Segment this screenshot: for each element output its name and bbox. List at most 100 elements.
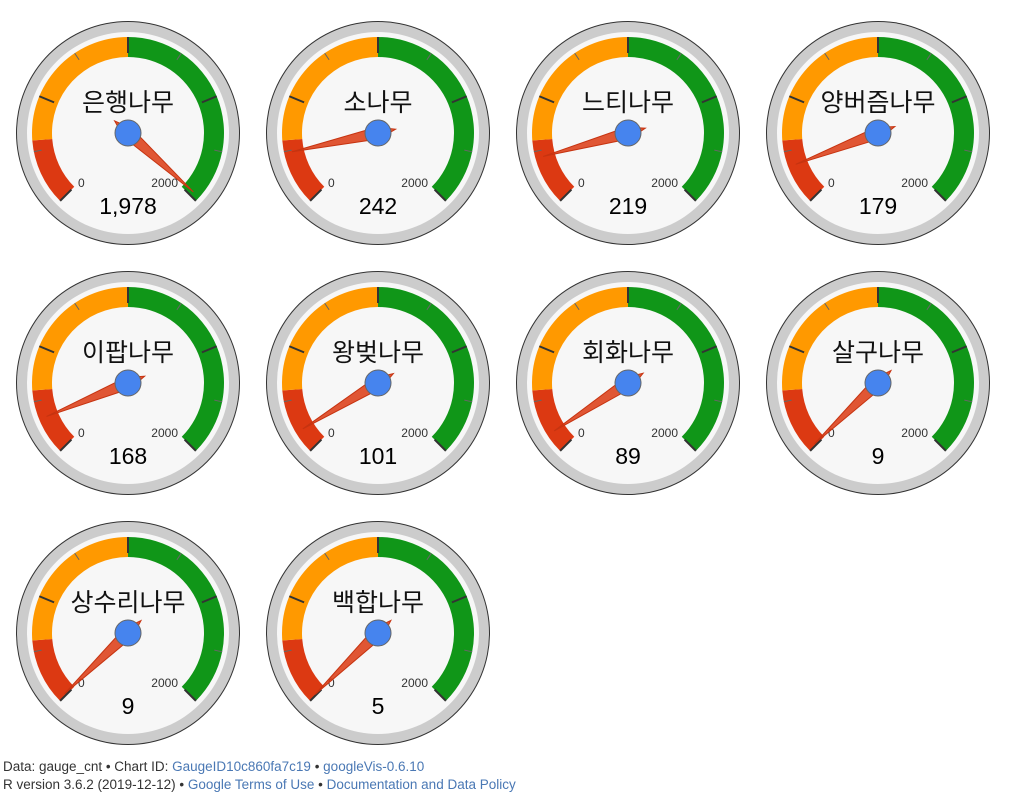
gauge-hub	[114, 369, 142, 397]
gauge-major-tick	[538, 345, 555, 354]
gauge-minor-tick	[964, 149, 973, 153]
gauge-svg: 은행나무 0 2000 1,978 소나무 0 2000 242 느티나무 0 2000 219 양버즘…	[16, 21, 990, 745]
gauge-max-label: 2000	[151, 426, 178, 440]
gauge-major-tick	[288, 345, 305, 354]
gauge-band-yellow	[32, 287, 128, 391]
gauge-min-label: 0	[78, 426, 85, 440]
gauge: 소나무 0 2000 242	[266, 21, 490, 245]
gauge-major-tick	[701, 345, 718, 354]
gauge-major-tick	[433, 688, 447, 702]
gauge-hub	[864, 369, 892, 397]
gauge-band-green	[378, 37, 475, 201]
gauge-value: 219	[609, 193, 647, 219]
gauge-min-label: 0	[328, 176, 335, 190]
gauge-minor-tick	[574, 302, 580, 311]
gauge-max-label: 2000	[401, 676, 428, 690]
gauge-minor-tick	[824, 302, 830, 311]
gauge-minor-tick	[574, 52, 580, 61]
gauge-max-label: 2000	[401, 426, 428, 440]
gauge-hub	[114, 619, 142, 647]
gauge-major-tick	[59, 438, 73, 452]
gauge-minor-tick	[33, 149, 42, 153]
gauge-minor-tick	[74, 552, 80, 561]
gauge-minor-tick	[214, 649, 223, 653]
gauge-band-red	[32, 138, 75, 201]
gauge-major-tick	[309, 188, 323, 202]
gauge-label: 양버즘나무	[820, 89, 935, 117]
gauge-label: 백합나무	[332, 589, 424, 617]
gauge-hub	[114, 119, 142, 147]
gauge-max-label: 2000	[151, 176, 178, 190]
gauge-band-red	[32, 638, 75, 701]
gauge-value: 242	[359, 193, 397, 219]
gauge-minor-tick	[464, 399, 473, 403]
gauge-major-tick	[309, 688, 323, 702]
chart-id-link[interactable]: GaugeID10c860fa7c19	[172, 759, 311, 774]
gauge-grid: 은행나무 0 2000 1,978 소나무 0 2000 242 느티나무 0 2000 219 양버즘…	[16, 21, 990, 745]
gauge-band-green	[628, 37, 725, 201]
gauge-max-label: 2000	[651, 426, 678, 440]
gauge-minor-tick	[676, 302, 682, 311]
gauge-band-yellow	[32, 537, 129, 641]
gauge-value: 9	[122, 693, 135, 719]
gauge-value: 9	[872, 443, 885, 469]
gauge-major-tick	[451, 345, 468, 354]
gauge-major-tick	[701, 95, 718, 104]
gauge-minor-tick	[74, 302, 80, 311]
gauge-hub	[364, 619, 392, 647]
gauge-major-tick	[433, 438, 447, 452]
gauge-minor-tick	[33, 649, 42, 653]
gauge-minor-tick	[283, 149, 292, 153]
gauge-major-tick	[433, 188, 447, 202]
gauge-band-red	[532, 388, 575, 451]
gauge-min-label: 0	[578, 426, 585, 440]
gauge-value: 89	[615, 443, 641, 469]
gauge-hub	[364, 119, 392, 147]
gauge-major-tick	[788, 345, 805, 354]
gauge-major-tick	[951, 345, 968, 354]
gauge: 양버즘나무 0 2000 179	[766, 21, 990, 245]
gauge-min-label: 0	[328, 676, 335, 690]
gauge-major-tick	[951, 95, 968, 104]
gauge-max-label: 2000	[151, 676, 178, 690]
terms-of-use-link[interactable]: Google Terms of Use	[187, 777, 315, 792]
gauge-hub	[864, 119, 892, 147]
gauge-band-green	[128, 287, 225, 451]
gauge-label: 소나무	[343, 89, 412, 117]
gauge-label: 이팝나무	[82, 339, 174, 367]
data-policy-link[interactable]: Documentation and Data Policy	[326, 777, 516, 792]
gauge-major-tick	[201, 345, 218, 354]
gauge-minor-tick	[714, 149, 723, 153]
gauge-minor-tick	[426, 52, 432, 61]
gauge-value: 179	[859, 193, 897, 219]
gauge-minor-tick	[324, 302, 330, 311]
gauge-label: 느티나무	[582, 89, 674, 117]
gauge-band-yellow	[532, 37, 628, 141]
gauge-major-tick	[451, 595, 468, 604]
gauge-max-label: 2000	[651, 176, 678, 190]
gauge-major-tick	[38, 595, 55, 604]
gauge-major-tick	[309, 438, 323, 452]
gauge-value: 5	[372, 693, 385, 719]
gauge-band-yellow	[281, 37, 378, 141]
gauge-minor-tick	[676, 52, 682, 61]
gauge: 백합나무 0 2000 5	[266, 521, 490, 745]
gauge-label: 은행나무	[82, 89, 174, 117]
gauge-major-tick	[59, 188, 73, 202]
gauge: 회화나무 0 2000 89	[516, 271, 740, 495]
gauge-value: 101	[359, 443, 397, 469]
gauge-major-tick	[183, 438, 197, 452]
gauge-band-yellow	[532, 287, 628, 391]
gauge-band-green	[628, 287, 725, 451]
gauge-minor-tick	[464, 649, 473, 653]
gauge-major-tick	[933, 438, 947, 452]
googlevis-link[interactable]: googleVis-0.6.10	[323, 759, 425, 774]
gauge-label: 살구나무	[832, 339, 924, 367]
gauge-band-red	[282, 138, 325, 201]
gauge-band-green	[128, 537, 225, 701]
gauge-major-tick	[933, 188, 947, 202]
gauge-major-tick	[201, 95, 218, 104]
gauge: 은행나무 0 2000 1,978	[16, 21, 240, 245]
gauge-minor-tick	[176, 552, 182, 561]
gauge-minor-tick	[783, 399, 792, 403]
